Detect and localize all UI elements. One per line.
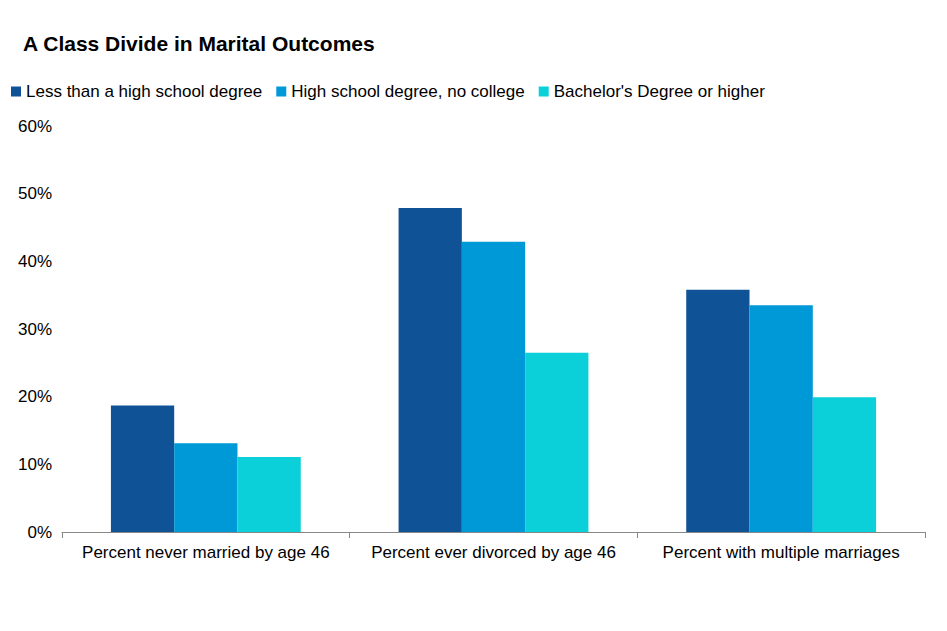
svg-text:30%: 30% (18, 320, 52, 339)
svg-text:A Class Divide in Marital Outc: A Class Divide in Marital Outcomes (23, 32, 375, 55)
svg-text:Percent with multiple marriage: Percent with multiple marriages (663, 543, 900, 562)
svg-text:40%: 40% (18, 252, 52, 271)
svg-text:Percent ever divorced by age 4: Percent ever divorced by age 46 (371, 543, 616, 562)
svg-text:50%: 50% (18, 184, 52, 203)
svg-text:0%: 0% (27, 523, 52, 542)
svg-text:10%: 10% (18, 455, 52, 474)
svg-text:60%: 60% (18, 117, 52, 136)
svg-text:Percent never married by age 4: Percent never married by age 46 (82, 543, 330, 562)
svg-text:20%: 20% (18, 387, 52, 406)
svg-text:Less than a high school degree: Less than a high school degree (26, 82, 262, 101)
svg-text:High school degree, no college: High school degree, no college (291, 82, 524, 101)
svg-text:Bachelor's Degree or higher: Bachelor's Degree or higher (554, 82, 765, 101)
